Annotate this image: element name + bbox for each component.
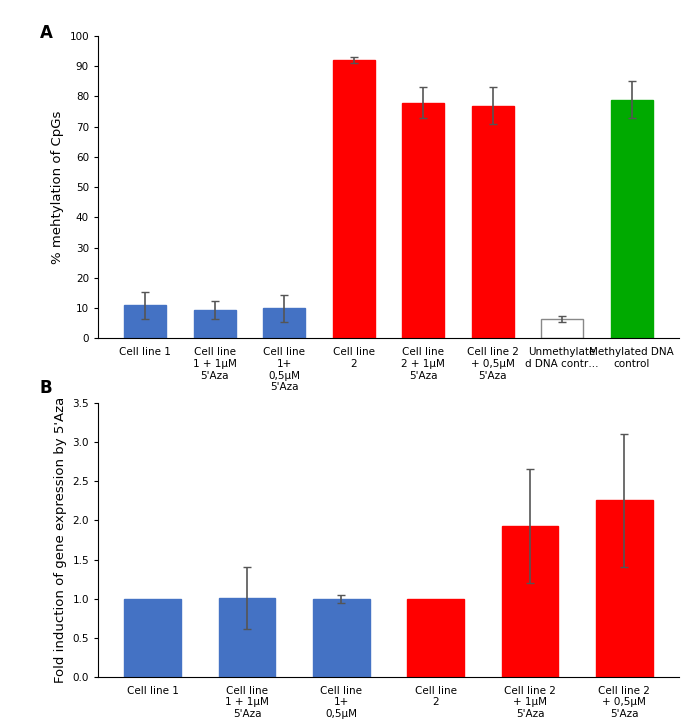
Bar bbox=[472, 106, 514, 338]
Y-axis label: % mehtylation of CpGs: % mehtylation of CpGs bbox=[51, 110, 64, 264]
Bar bbox=[218, 598, 275, 677]
Bar bbox=[502, 526, 559, 677]
Bar bbox=[125, 598, 181, 677]
Bar bbox=[596, 500, 652, 677]
Bar bbox=[402, 102, 444, 338]
Bar bbox=[125, 305, 166, 338]
Bar bbox=[611, 99, 652, 338]
Y-axis label: Fold induction of gene expression by 5'Aza: Fold induction of gene expression by 5'A… bbox=[54, 397, 66, 683]
Bar bbox=[333, 60, 374, 338]
Bar bbox=[313, 598, 370, 677]
Bar bbox=[541, 319, 583, 338]
Text: B: B bbox=[40, 379, 52, 397]
Bar bbox=[194, 310, 236, 338]
Bar bbox=[407, 598, 464, 677]
Text: A: A bbox=[40, 24, 52, 42]
Bar bbox=[263, 308, 305, 338]
